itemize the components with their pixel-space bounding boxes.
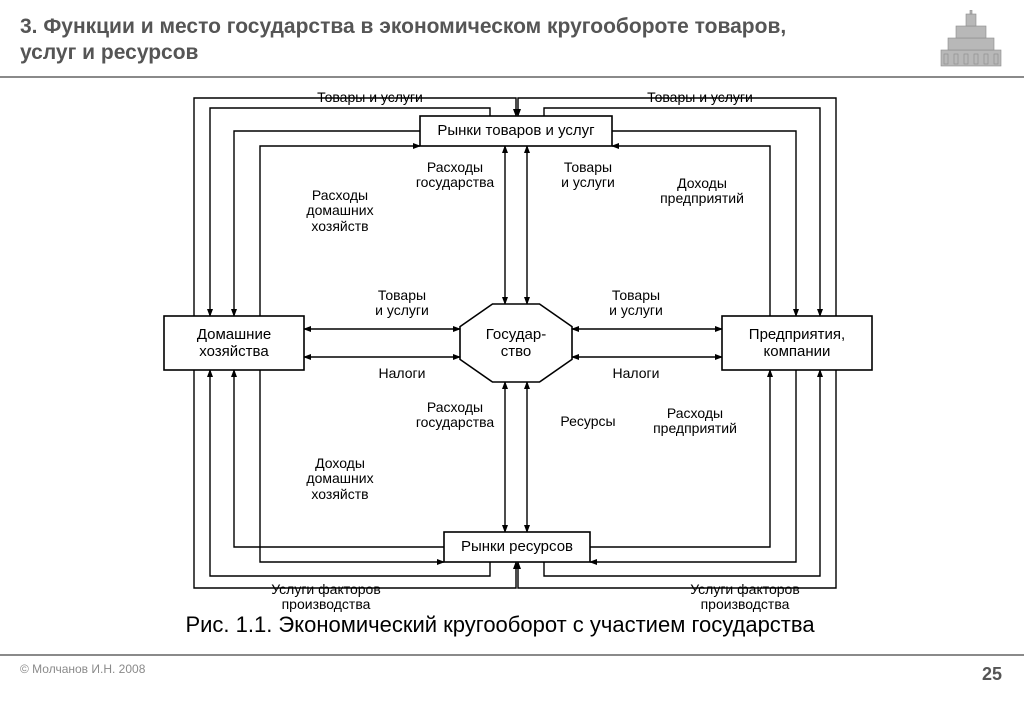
node-goods_market: [420, 116, 612, 146]
page-number: 25: [982, 664, 1002, 685]
flow-arrow: [260, 370, 444, 562]
node-households: [164, 316, 304, 370]
flow-arrow: [590, 370, 770, 547]
copyright-text: © Молчанов И.Н. 2008: [20, 662, 145, 676]
flow-arrow: [234, 370, 444, 547]
footer-divider: [0, 654, 1024, 656]
flow-arrow: [234, 131, 420, 316]
university-logo: [936, 10, 1006, 70]
flow-arrow: [590, 370, 796, 562]
figure-caption: Рис. 1.1. Экономический кругооборот с уч…: [90, 612, 910, 638]
title-underline: [0, 76, 1024, 78]
node-resource_market: [444, 532, 590, 562]
circular-flow-diagram: Рынки товаров и услугДомашние хозяйстваГ…: [120, 88, 904, 598]
node-government: [460, 304, 572, 382]
flow-arrow: [612, 146, 770, 316]
flow-arrow: [260, 146, 420, 316]
slide-title: 3. Функции и место государства в экономи…: [20, 14, 840, 67]
flow-arrow: [612, 131, 796, 316]
node-firms: [722, 316, 872, 370]
